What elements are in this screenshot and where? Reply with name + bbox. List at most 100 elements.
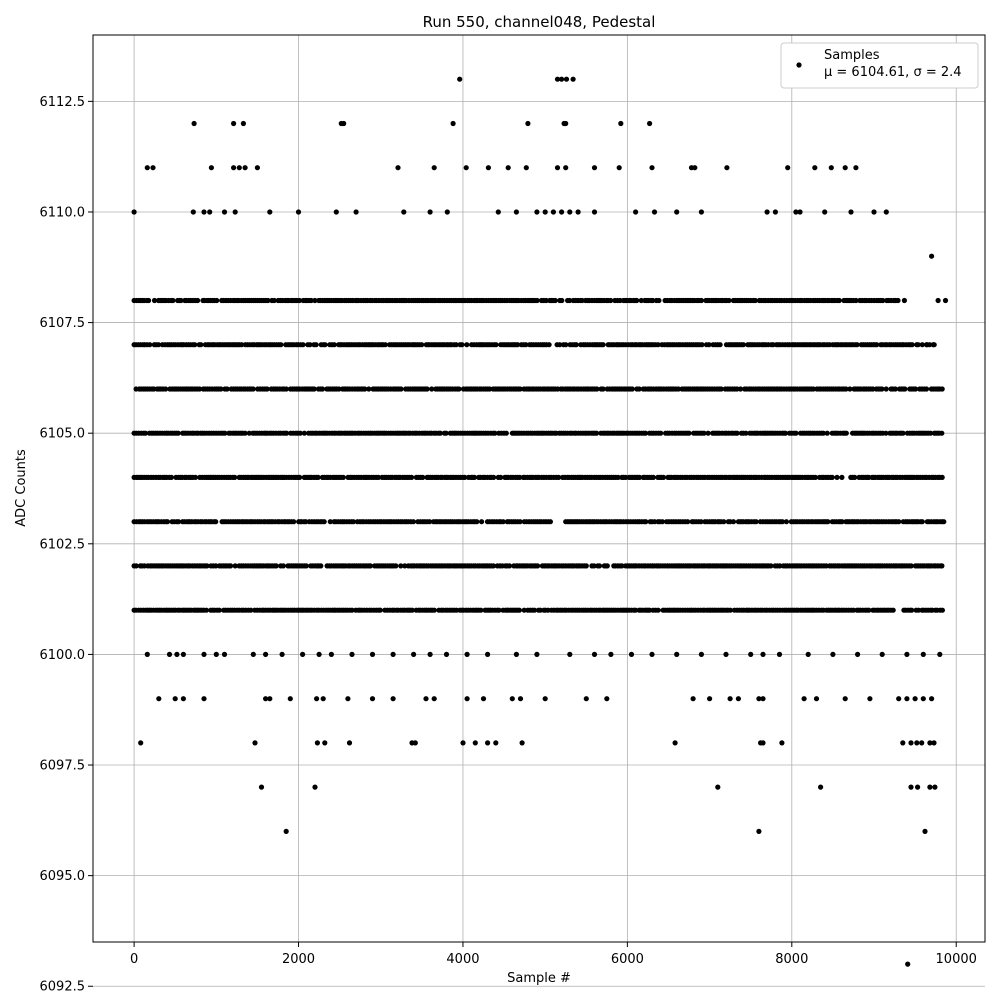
data-point [315, 474, 321, 480]
data-point [575, 209, 581, 215]
data-point [748, 651, 754, 658]
data-point [853, 165, 859, 171]
data-point [706, 342, 712, 348]
data-point [318, 563, 324, 569]
data-point [854, 342, 860, 348]
data-point [174, 651, 180, 658]
x-tick-label: 6000 [611, 952, 644, 967]
data-point [523, 342, 529, 348]
y-tick-label: 6107.5 [40, 316, 86, 331]
data-point [618, 120, 624, 127]
data-point [480, 696, 487, 702]
data-point [232, 209, 238, 215]
data-point [250, 386, 256, 392]
data-point [830, 651, 836, 658]
data-point [264, 386, 270, 392]
data-point [842, 165, 848, 171]
data-point [175, 430, 181, 436]
data-point [920, 696, 926, 702]
data-point [346, 740, 353, 746]
plot-area-frame [92, 34, 986, 943]
data-point [552, 297, 558, 304]
data-point [462, 474, 468, 480]
data-point [492, 430, 498, 436]
data-point [144, 651, 150, 658]
data-point [554, 76, 561, 82]
data-point [431, 696, 437, 702]
data-point [375, 474, 381, 480]
data-point [138, 740, 144, 746]
data-point [698, 651, 705, 658]
data-point [836, 297, 842, 304]
data-point [168, 474, 174, 480]
data-point [322, 342, 328, 348]
data-point [924, 342, 930, 348]
data-point [327, 519, 333, 525]
data-point [517, 696, 524, 702]
data-point [931, 740, 937, 746]
data-point [320, 696, 326, 702]
data-point [333, 209, 339, 215]
data-point [444, 209, 450, 215]
data-point [583, 696, 589, 702]
data-point [398, 386, 404, 392]
y-tick-label: 6102.5 [40, 537, 86, 552]
data-point [812, 474, 819, 480]
data-point [912, 696, 918, 702]
data-point [312, 297, 318, 304]
data-point [491, 474, 497, 480]
data-point [490, 563, 496, 569]
y-axis-ticks: 6092.5 6095.0 6097.5 6100.0 6102.5 6105.0 6107… [40, 95, 93, 995]
data-point [328, 651, 334, 658]
data-point [542, 209, 548, 215]
data-point [232, 474, 238, 480]
data-point [701, 430, 707, 436]
x-tick-label: 4000 [446, 952, 479, 967]
data-point [628, 651, 635, 658]
data-point [724, 165, 730, 171]
data-point [390, 651, 396, 658]
data-point [208, 165, 214, 171]
data-point [927, 740, 933, 746]
data-point [698, 209, 705, 215]
data-point [367, 563, 373, 569]
data-point [232, 563, 238, 569]
data-point [478, 607, 484, 613]
data-point [331, 342, 337, 348]
data-point [443, 430, 449, 436]
data-point [242, 165, 248, 171]
data-point [928, 430, 934, 436]
data-point [505, 165, 511, 171]
data-point [409, 607, 415, 613]
data-point [180, 651, 186, 658]
data-point [493, 342, 499, 348]
data-point [402, 563, 408, 569]
data-point [156, 696, 162, 702]
data-point [896, 519, 902, 525]
data-point [867, 696, 873, 702]
data-point [567, 209, 573, 215]
data-point [500, 519, 506, 525]
data-point [929, 696, 935, 702]
data-point [279, 651, 285, 658]
data-point [410, 519, 416, 525]
data-point [287, 696, 293, 702]
data-point [175, 519, 182, 525]
data-point [658, 430, 664, 436]
data-point [674, 651, 680, 658]
data-point [594, 386, 600, 392]
data-point [297, 430, 303, 436]
data-point [196, 386, 203, 392]
data-point [698, 519, 704, 525]
data-point [506, 563, 513, 569]
data-point [839, 519, 845, 525]
data-point [534, 297, 540, 304]
y-tick-label: 6097.5 [40, 759, 86, 774]
data-point [912, 386, 919, 392]
data-point [271, 297, 277, 304]
data-point [547, 519, 554, 525]
data-point [608, 297, 614, 304]
data-point [810, 386, 816, 392]
data-point [649, 651, 655, 658]
data-point [634, 297, 640, 304]
